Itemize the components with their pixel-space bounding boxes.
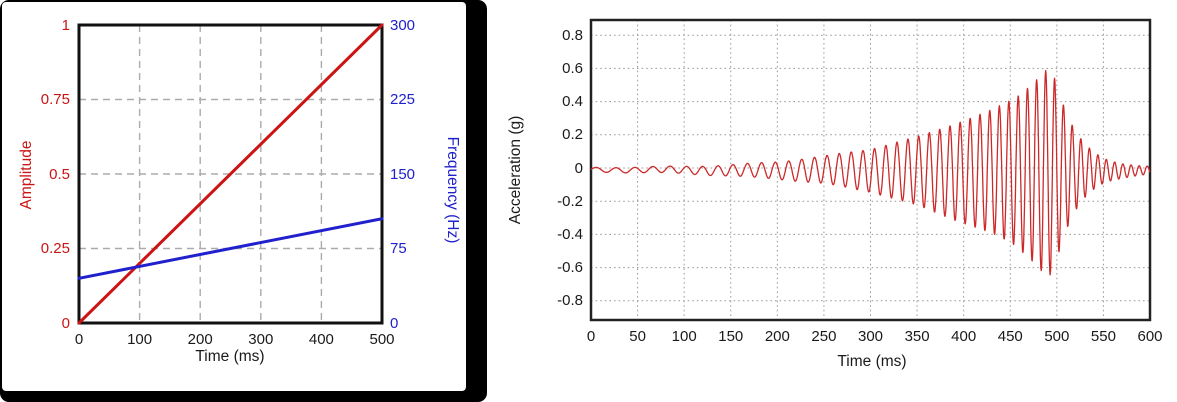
tick-label: 550: [1090, 328, 1116, 345]
left-chart-grid: [79, 25, 382, 323]
tick-label: 500: [1044, 328, 1070, 345]
tick-label: 250: [811, 328, 837, 345]
tick-label: 50: [629, 328, 646, 345]
amplitude-ramp: [77, 23, 384, 325]
tick-label: 100: [671, 328, 697, 345]
left-chart-xaxis-title: Time (ms): [195, 348, 265, 365]
tick-label: 300: [248, 331, 274, 348]
tick-label: 500: [369, 331, 395, 348]
left-chart-yaxis-right-title: Frequency (Hz): [444, 136, 461, 244]
tick-label: 300: [857, 328, 884, 345]
tick-label: 0: [390, 314, 399, 332]
tick-label: 0.4: [562, 93, 583, 111]
tick-label: 200: [764, 328, 790, 345]
tick-label: 0.75: [40, 91, 70, 108]
tick-label: 225: [390, 91, 416, 108]
tick-label: 600: [1137, 328, 1163, 345]
tick-label: 0: [61, 314, 70, 332]
tick-label: 1: [61, 16, 70, 34]
tick-label: 400: [308, 331, 334, 348]
tick-label: 0.8: [562, 26, 583, 44]
tick-label: 0.2: [562, 126, 583, 144]
tick-label: -0.8: [557, 292, 583, 310]
left-chart-frame: [77, 23, 384, 325]
tick-label: 100: [127, 331, 153, 348]
swept-sine-response: [590, 70, 1151, 276]
tick-label: 450: [997, 328, 1023, 345]
tick-label: 75: [390, 240, 407, 257]
tick-label: -0.4: [557, 225, 583, 243]
right-chart-frame: [589, 18, 1152, 322]
tick-label: 150: [390, 165, 416, 183]
tick-label: 0: [74, 331, 84, 348]
tick-label: 0.25: [40, 240, 70, 257]
right-chart-yaxis-title: Acceleration (g): [507, 115, 524, 225]
tick-label: 300: [390, 16, 416, 34]
tick-label: 350: [904, 328, 930, 345]
tick-label: 0: [586, 328, 596, 345]
right-chart-xaxis-title: Time (ms): [837, 353, 907, 370]
tick-label: 400: [951, 328, 977, 345]
tick-label: 0: [574, 159, 583, 177]
tick-label: 200: [187, 331, 213, 348]
tick-label: -0.2: [557, 192, 583, 210]
tick-label: 0.6: [562, 59, 583, 77]
tick-label: -0.6: [557, 259, 583, 277]
frequency-ramp: [77, 217, 384, 280]
tick-label: 150: [718, 328, 744, 345]
tick-label: 0.5: [49, 165, 70, 183]
